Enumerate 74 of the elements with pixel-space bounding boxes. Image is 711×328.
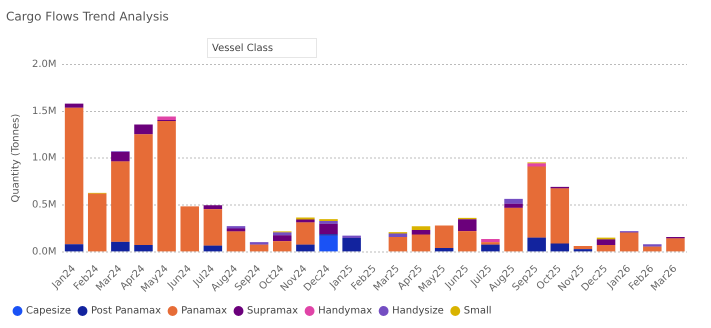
bar	[412, 226, 430, 230]
bar	[388, 236, 408, 252]
y-tick-label: 0.5M	[32, 200, 57, 211]
bar	[296, 222, 315, 245]
y-axis-title: Quantity (Tonnes)	[10, 114, 22, 203]
legend-label: Post Panamax	[91, 306, 162, 317]
y-tick-label: 1.0M	[32, 152, 57, 164]
legend-label: Small	[464, 306, 492, 317]
bar	[434, 248, 454, 252]
bar	[64, 108, 84, 244]
bar	[527, 163, 546, 166]
bar	[296, 244, 315, 252]
bar	[180, 206, 199, 252]
bar	[273, 241, 292, 252]
bar	[204, 205, 222, 210]
bar	[273, 235, 292, 242]
bar	[111, 152, 130, 162]
legend-label: Supramax	[247, 306, 298, 317]
bar	[111, 242, 130, 252]
legend-label: Handymax	[318, 306, 372, 317]
bar	[550, 244, 570, 252]
bar	[458, 219, 477, 232]
bar	[250, 244, 268, 252]
bar	[527, 166, 546, 238]
bar	[319, 220, 338, 224]
bar	[88, 194, 106, 252]
chart-title: Cargo Flows Trend Analysis	[6, 9, 169, 24]
legend-title: Vessel Class	[207, 38, 317, 58]
bar	[319, 224, 338, 234]
bar	[504, 208, 523, 252]
bar	[319, 236, 338, 252]
bar	[596, 239, 616, 245]
bar	[412, 234, 430, 252]
bar	[226, 231, 246, 252]
bar	[250, 242, 268, 245]
bar	[412, 230, 430, 235]
bar	[111, 161, 130, 242]
bar	[296, 220, 315, 222]
bar	[204, 209, 222, 246]
bar	[666, 238, 685, 252]
bar	[458, 231, 477, 252]
legend-label: Panamax	[181, 306, 228, 317]
bar	[342, 236, 361, 238]
bar	[643, 246, 662, 252]
bar	[64, 104, 84, 108]
bar	[620, 232, 638, 252]
bar	[434, 225, 454, 248]
bar	[550, 188, 570, 244]
bar	[296, 217, 315, 220]
bar	[643, 244, 662, 247]
bar	[388, 234, 408, 237]
y-tick-label: 0.0M	[32, 246, 57, 258]
bar	[527, 238, 546, 252]
bar	[481, 242, 500, 245]
bar	[134, 244, 153, 252]
bar	[226, 226, 246, 229]
bar	[134, 134, 153, 245]
bar	[226, 228, 246, 232]
bar	[504, 204, 523, 208]
legend-label: Handysize	[392, 306, 444, 317]
bar	[157, 121, 176, 252]
bar	[134, 124, 153, 134]
bar	[481, 239, 500, 242]
y-tick-label: 1.5M	[32, 106, 57, 117]
bar	[574, 246, 592, 250]
bar	[504, 198, 523, 204]
bar	[596, 244, 616, 252]
bar	[342, 238, 361, 252]
legend-label: Capesize	[26, 306, 71, 317]
bar	[157, 116, 176, 120]
bar	[481, 244, 500, 252]
bar	[204, 246, 222, 252]
bar	[64, 244, 84, 252]
y-tick-label: 2.0M	[32, 58, 57, 70]
